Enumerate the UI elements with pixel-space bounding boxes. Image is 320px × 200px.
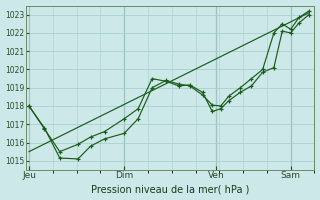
X-axis label: Pression niveau de la mer( hPa ): Pression niveau de la mer( hPa ) [91, 184, 250, 194]
